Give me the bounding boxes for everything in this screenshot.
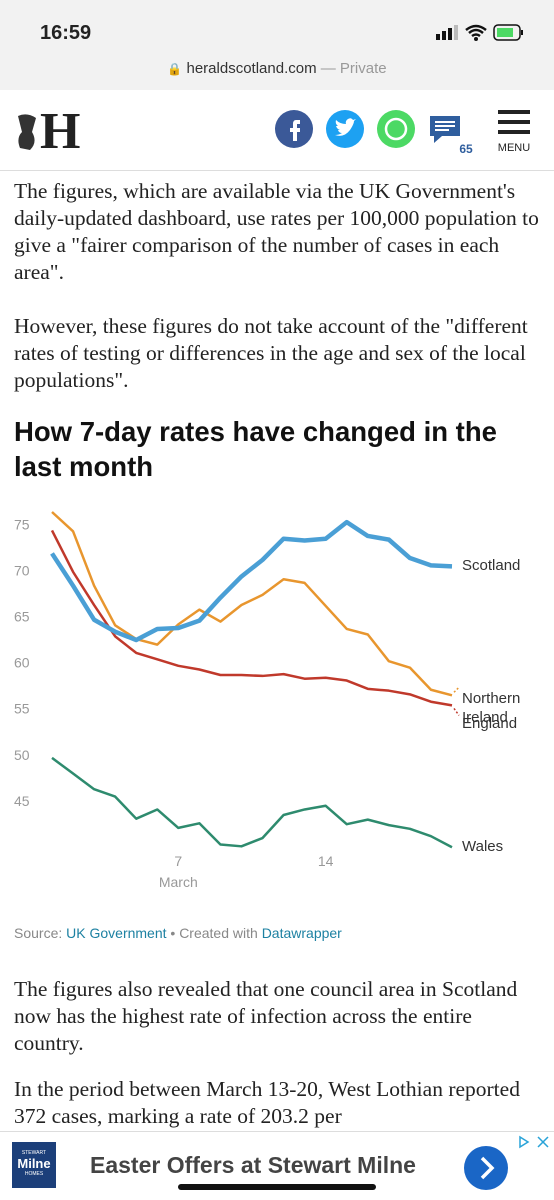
y-tick-label: 55 [14, 701, 30, 717]
ad-choices[interactable] [516, 1134, 552, 1150]
menu-label[interactable]: MENU [497, 142, 531, 154]
crest [18, 114, 36, 150]
legend-label: England [462, 715, 518, 733]
private-mode: — Private [320, 60, 387, 77]
ad-banner[interactable]: STEWART Milne HOMES Easter Offers at Ste… [0, 1131, 554, 1200]
ad-logo: STEWART Milne HOMES [12, 1142, 56, 1188]
y-tick-label: 70 [14, 563, 30, 579]
line [51, 511, 453, 697]
tool-link[interactable]: Datawrapper [261, 925, 342, 941]
source-middle: • Created with [166, 925, 262, 941]
line [51, 756, 453, 849]
label-connector [453, 707, 460, 716]
status-icons [436, 24, 523, 41]
ad-brand-top: STEWART [21, 1150, 47, 1156]
y-tick-label: 65 [14, 609, 30, 625]
legend-label: Northern Ireland [462, 690, 521, 727]
ad-text: Easter Offers at Stewart Milne [90, 1152, 416, 1178]
ad-brand-bottom: HOMES [24, 1171, 44, 1177]
y-tick-label: 75 [14, 517, 30, 533]
paragraph: The figures, which are available via the… [14, 179, 539, 284]
y-tick-label: 45 [14, 793, 30, 809]
line [50, 529, 453, 707]
x-tick-label: 7 [174, 853, 182, 869]
source-prefix: Source: [14, 925, 67, 941]
clock: 16:59 [40, 22, 92, 44]
label-connector [453, 686, 460, 693]
chart: 45 50 55 60 65 70 75 7 14 March Wales EnglandNorthe… [14, 511, 521, 890]
series-label-box: Northern Ireland [462, 690, 521, 727]
paragraph: The figures also revealed that one counc… [14, 977, 518, 1055]
domain: heraldscotland.com [186, 60, 317, 77]
url[interactable]: 🔒 heraldscotland.com — Private [167, 60, 387, 77]
menu-icon[interactable] [497, 108, 531, 138]
browser-chrome: 16:59 🔒 heraldscotland.com — Private [0, 0, 554, 90]
series-label-box: Wales [462, 838, 504, 856]
comment-count: 65 [459, 142, 473, 156]
site-header: H 65 MENU [0, 90, 554, 171]
logo[interactable]: H [40, 103, 81, 160]
legend-label: Wales [462, 838, 504, 856]
chart-title: How 7-day rates have changed in the last… [14, 416, 497, 482]
line [50, 519, 453, 643]
ad-brand: Milne [17, 1156, 51, 1171]
paragraph: In the period between March 13-20, West … [14, 1077, 520, 1128]
x-tick-label: 14 [318, 853, 334, 869]
home-indicator [178, 1184, 376, 1190]
y-tick-label: 50 [14, 747, 30, 763]
chart-source: Source: UK Government • Created with Dat… [14, 925, 342, 941]
series-label-box: Scotland [462, 557, 521, 575]
source-link[interactable]: UK Government [66, 925, 167, 941]
legend-label: Scotland [462, 557, 521, 575]
share-icons [275, 110, 460, 148]
y-tick-label: 60 [14, 655, 30, 671]
x-axis-label: March [159, 874, 198, 890]
ad-arrow[interactable] [462, 1144, 510, 1192]
whatsapp[interactable] [377, 110, 415, 148]
series-label-box: England [462, 715, 518, 733]
paragraph: However, these figures do not take accou… [14, 314, 528, 392]
